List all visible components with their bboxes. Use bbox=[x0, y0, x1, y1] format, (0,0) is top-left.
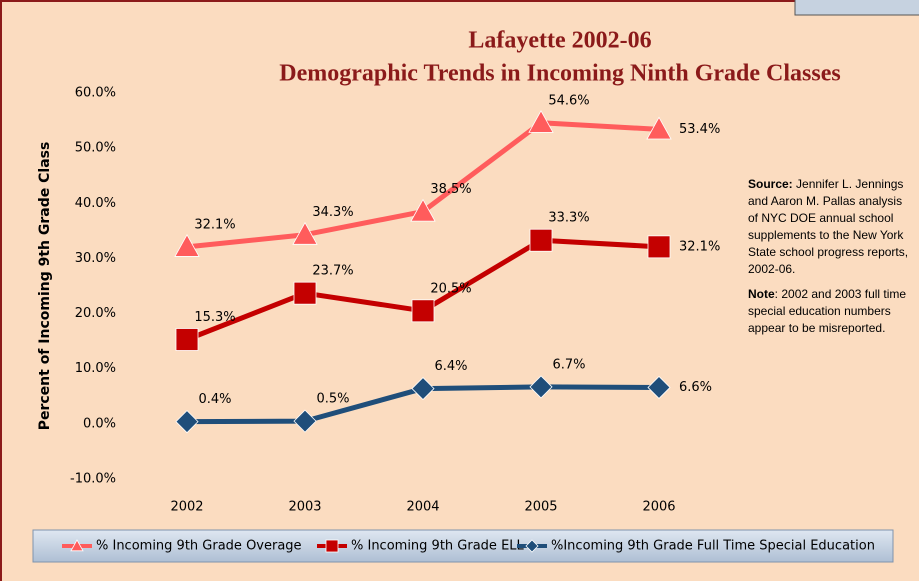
data-label: 38.5% bbox=[430, 182, 471, 197]
marker bbox=[411, 299, 435, 323]
marker bbox=[529, 228, 553, 252]
x-tick-label: 2006 bbox=[642, 500, 675, 515]
marker bbox=[293, 281, 317, 305]
source-label: Source: bbox=[748, 177, 793, 191]
x-tick-label: 2005 bbox=[524, 500, 557, 515]
marker bbox=[529, 375, 553, 399]
source-note: Source: Jennifer L. Jennings and Aaron M… bbox=[748, 176, 914, 345]
data-label: 15.3% bbox=[194, 310, 235, 325]
note-label: Note bbox=[748, 287, 775, 301]
marker bbox=[293, 409, 317, 433]
legend-label: % Incoming 9th Grade Overage bbox=[96, 539, 302, 554]
marker bbox=[647, 375, 671, 400]
marker bbox=[411, 377, 435, 401]
source-text: Jennifer L. Jennings and Aaron M. Pallas… bbox=[748, 177, 909, 276]
data-label: 54.6% bbox=[548, 93, 589, 108]
marker bbox=[175, 410, 199, 434]
data-label: 33.3% bbox=[548, 211, 589, 226]
data-label: 6.4% bbox=[434, 359, 467, 374]
marker bbox=[647, 235, 671, 259]
corner-box bbox=[794, 0, 919, 16]
data-label: 6.6% bbox=[679, 380, 712, 395]
marker bbox=[528, 109, 554, 133]
marker bbox=[174, 234, 200, 257]
legend-marker bbox=[325, 539, 339, 553]
data-label: 34.3% bbox=[312, 205, 353, 220]
marker bbox=[175, 328, 199, 351]
legend-box bbox=[32, 529, 894, 563]
y-tick-label: 20.0% bbox=[75, 306, 116, 321]
y-tick-label: 50.0% bbox=[75, 141, 116, 156]
data-label: 20.5% bbox=[430, 281, 471, 296]
legend-label: %Incoming 9th Grade Full Time Special Ed… bbox=[551, 539, 875, 554]
chart-subtitle: Demographic Trends in Incoming Ninth Gra… bbox=[279, 61, 840, 87]
y-tick-label: 10.0% bbox=[75, 361, 116, 376]
marker bbox=[646, 116, 672, 140]
x-tick-label: 2002 bbox=[170, 500, 203, 515]
legend-label: % Incoming 9th Grade ELL bbox=[351, 539, 525, 554]
x-tick-label: 2004 bbox=[406, 500, 439, 515]
data-label: 32.1% bbox=[679, 239, 720, 254]
x-tick-label: 2003 bbox=[288, 500, 321, 515]
data-label: 0.5% bbox=[316, 392, 349, 407]
y-tick-label: 60.0% bbox=[75, 86, 116, 101]
note-text: : 2002 and 2003 full time special educat… bbox=[748, 287, 907, 335]
y-tick-label: 30.0% bbox=[75, 251, 116, 266]
y-tick-label: 0.0% bbox=[83, 416, 116, 431]
data-label: 53.4% bbox=[679, 122, 720, 137]
data-label: 32.1% bbox=[194, 217, 235, 232]
chart-title: Lafayette 2002-06 bbox=[468, 28, 651, 54]
data-label: 0.4% bbox=[198, 392, 231, 407]
y-tick-label: -10.0% bbox=[70, 472, 116, 487]
marker bbox=[410, 198, 436, 222]
legend-marker bbox=[70, 539, 84, 552]
y-tick-label: 40.0% bbox=[75, 196, 116, 211]
data-label: 23.7% bbox=[312, 264, 353, 279]
data-label: 6.7% bbox=[552, 357, 585, 372]
legend-marker bbox=[525, 539, 539, 553]
y-axis-label: Percent of Incoming 9th Grade Class bbox=[37, 142, 53, 431]
marker bbox=[292, 221, 318, 245]
